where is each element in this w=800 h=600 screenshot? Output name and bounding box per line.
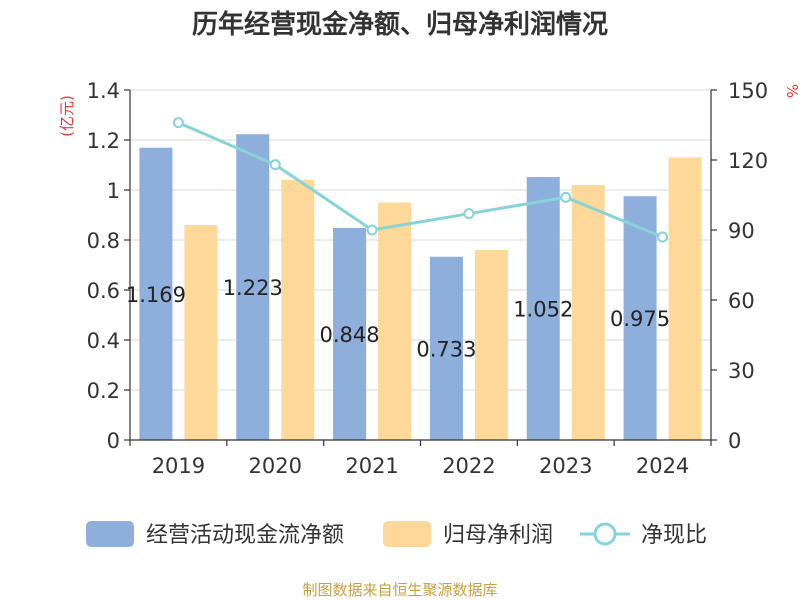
- bar-net-profit[interactable]: [378, 202, 412, 441]
- left-axis-tick-label: 1: [107, 179, 120, 203]
- legend-item-net-profit[interactable]: 归母净利润: [383, 521, 553, 548]
- bar-cash-flow[interactable]: [429, 256, 463, 440]
- legend-item-cash-flow[interactable]: 经营活动现金流净额: [86, 521, 344, 548]
- legend-swatch-net-profit: [383, 521, 431, 547]
- bar-net-profit[interactable]: [474, 250, 508, 440]
- grid-lines: [130, 89, 711, 391]
- bar-cash-flow[interactable]: [236, 134, 270, 440]
- left-axis-tick-label: 0.4: [87, 329, 120, 353]
- left-axis-unit: (亿元): [58, 95, 76, 137]
- ratio-point[interactable]: [366, 224, 378, 236]
- legend-label-net-profit: 归母净利润: [443, 523, 553, 548]
- bar-net-profit[interactable]: [184, 225, 218, 440]
- right-axis-unit: %: [783, 84, 800, 98]
- left-axis-tick-label: 1.4: [87, 79, 120, 103]
- legend-item-ratio[interactable]: 净现比: [580, 522, 707, 548]
- legend-label-ratio: 净现比: [641, 523, 707, 548]
- bar-cash-flow[interactable]: [526, 177, 560, 440]
- legend: 经营活动现金流净额 归母净利润 净现比: [86, 521, 707, 548]
- legend-label-cash-flow: 经营活动现金流净额: [146, 523, 344, 548]
- x-axis-tick-label: 2024: [636, 454, 689, 478]
- bar-net-profit[interactable]: [571, 185, 605, 440]
- cash-flow-data-label: 0.975: [610, 307, 670, 331]
- cash-flow-data-label: 0.733: [416, 337, 476, 361]
- cash-flow-data-label: 0.848: [320, 323, 380, 347]
- right-axis-tick-label: 60: [728, 289, 755, 313]
- left-axis-tick-label: 0: [107, 429, 120, 453]
- cash-flow-data-label: 1.052: [513, 298, 573, 322]
- right-axis-tick-label: 0: [728, 429, 741, 453]
- left-axis-tick-label: 1.2: [87, 129, 120, 153]
- right-axis-tick-label: 90: [728, 219, 755, 243]
- x-axis-tick-label: 2019: [152, 454, 205, 478]
- source-note: 制图数据来自恒生聚源数据库: [302, 581, 497, 599]
- left-axis-tick-label: 0.6: [87, 279, 120, 303]
- ratio-point[interactable]: [463, 208, 475, 220]
- bar-net-profit[interactable]: [281, 180, 315, 440]
- left-axis-tick-label: 0.8: [87, 229, 120, 253]
- cash-flow-data-label: 1.223: [223, 276, 283, 300]
- ratio-point[interactable]: [172, 117, 184, 129]
- ratio-line: [177, 121, 664, 239]
- x-axis-tick-label: 2022: [442, 454, 495, 478]
- x-axis-tick-label: 2023: [539, 454, 592, 478]
- ratio-point[interactable]: [560, 191, 572, 203]
- legend-marker-ratio: [593, 522, 617, 546]
- ratio-line-series: [172, 117, 669, 243]
- bar-cash-flow[interactable]: [623, 196, 657, 440]
- legend-swatch-cash-flow: [86, 521, 134, 547]
- cash-flow-data-label: 1.169: [126, 283, 186, 307]
- axes: 0 0.2 0.4 0.6 0.8 1 1.2 1.4 0 30 60 90 120 150 2019 202…: [87, 79, 769, 478]
- bar-cash-flow[interactable]: [333, 228, 367, 440]
- bar-series: [139, 134, 702, 441]
- ratio-point[interactable]: [269, 159, 281, 171]
- right-axis-tick-label: 150: [728, 79, 768, 103]
- bar-net-profit[interactable]: [668, 157, 702, 441]
- x-axis-tick-label: 2020: [249, 454, 302, 478]
- chart-title: 历年经营现金净额、归母净利润情况: [192, 9, 608, 40]
- bar-cash-flow[interactable]: [139, 147, 173, 440]
- data-labels: 1.169 1.223 0.848 0.733 1.052 0.975: [126, 276, 670, 361]
- right-axis-tick-label: 120: [728, 149, 768, 173]
- x-axis-tick-label: 2021: [345, 454, 398, 478]
- left-axis-tick-label: 0.2: [87, 379, 120, 403]
- right-axis-tick-label: 30: [728, 359, 755, 383]
- ratio-point[interactable]: [657, 231, 669, 243]
